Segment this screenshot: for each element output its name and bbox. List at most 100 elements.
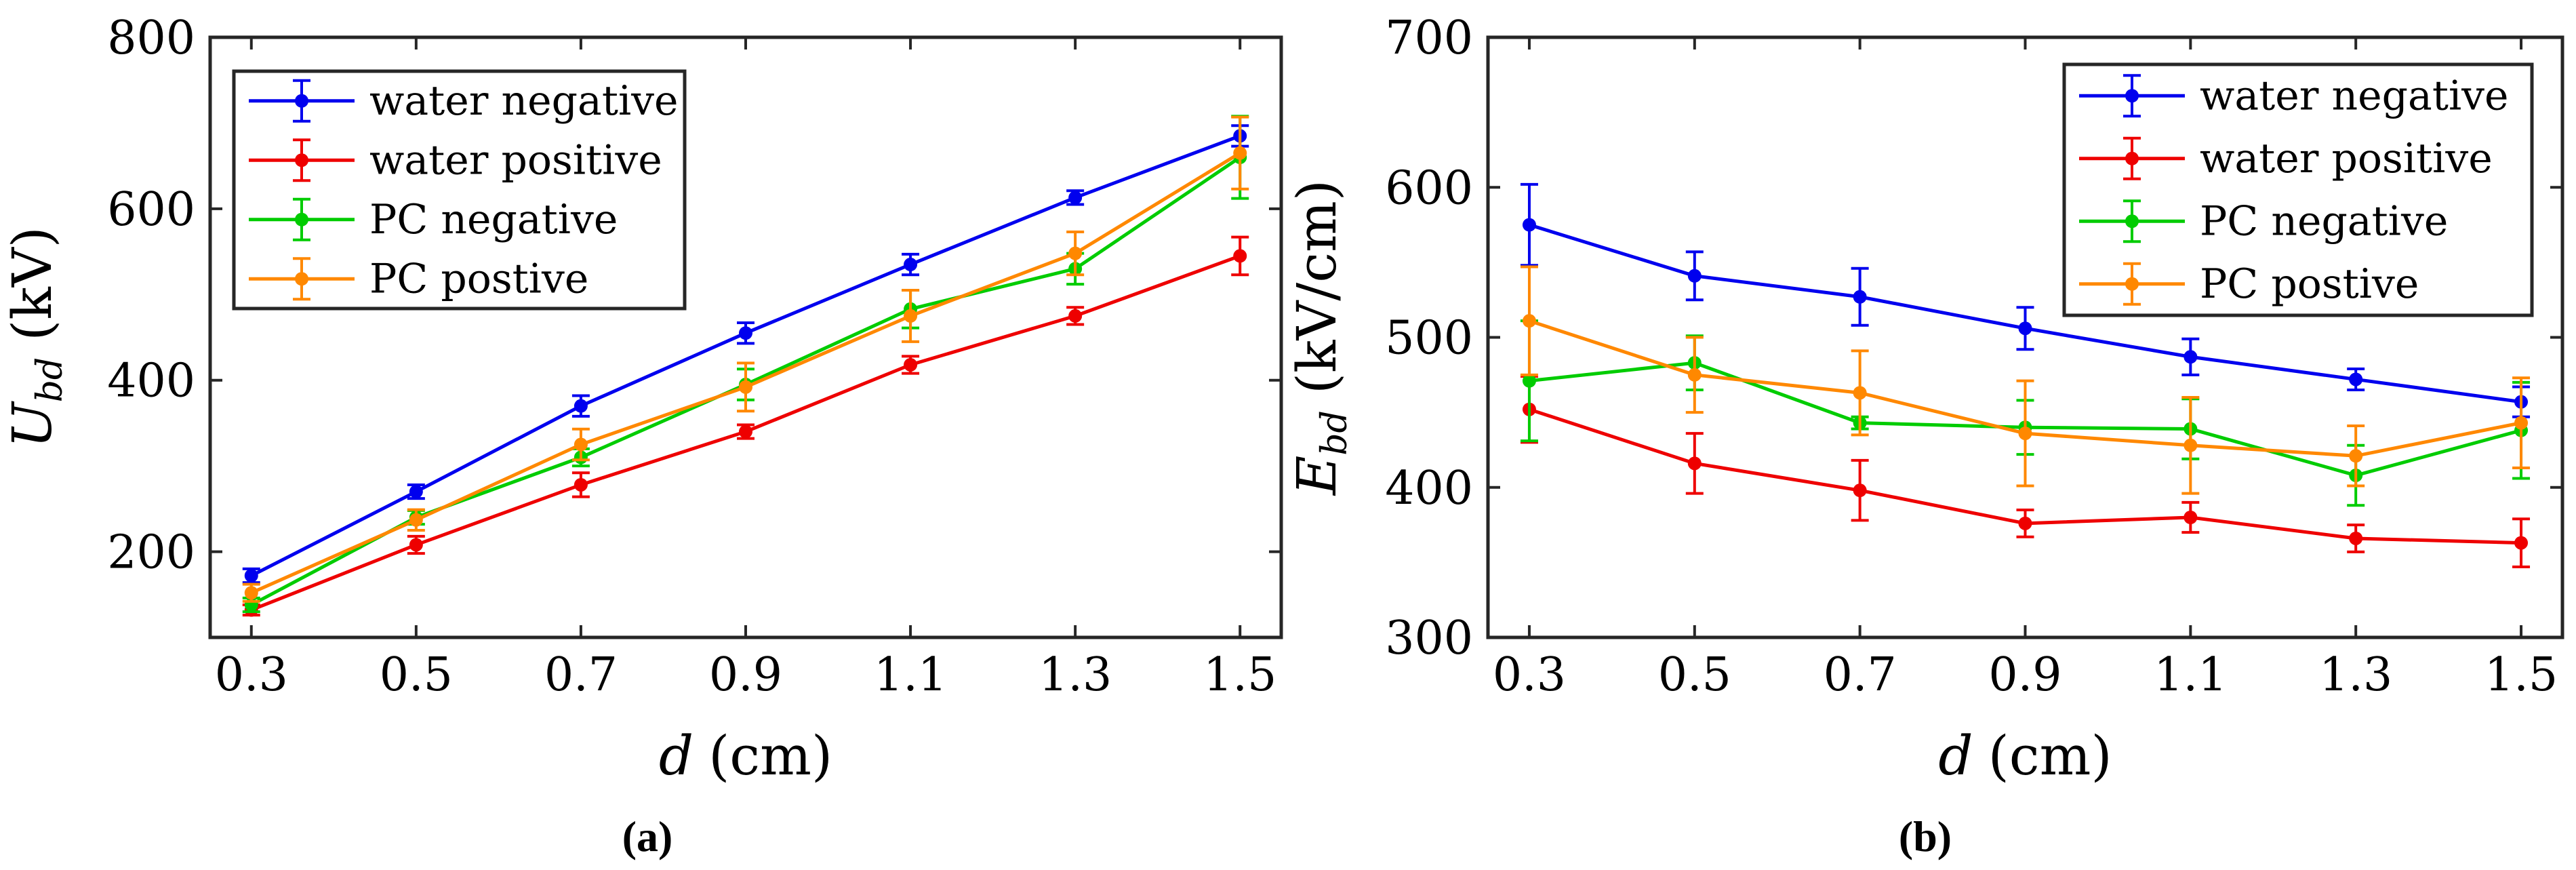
data-point — [1687, 269, 1702, 283]
data-point — [573, 437, 588, 452]
data-point — [1522, 374, 1536, 388]
x-axis-label: d (cm) — [1938, 724, 2112, 787]
x-tick-label: 0.7 — [1824, 648, 1897, 702]
legend-marker — [2125, 89, 2139, 103]
legend: water negative water positive PC negative P… — [232, 69, 687, 311]
legend-marker — [295, 212, 308, 226]
data-point — [2514, 416, 2529, 430]
data-point — [1853, 290, 1867, 304]
legend-item: water negative — [249, 77, 679, 125]
series-water-negative — [242, 124, 1249, 585]
data-point — [2349, 449, 2363, 463]
x-tick-label: 1.3 — [1039, 648, 1112, 702]
y-tick-label: 800 — [107, 12, 195, 65]
legend-label: PC postive — [2200, 260, 2419, 308]
x-axis-label: d (cm) — [659, 724, 832, 787]
data-point — [2018, 321, 2032, 336]
legend-label: water positive — [2200, 135, 2493, 182]
x-tick-label: 1.5 — [1203, 648, 1276, 702]
data-point — [2349, 372, 2363, 387]
legend-label: water negative — [369, 77, 679, 125]
panel-b: 0.3 0.5 0.7 0.9 1.1 1.3 1.5 300 400 500 600 700 d (cm… — [1285, 12, 2564, 861]
data-point — [2349, 531, 2363, 545]
y-tick-label: 300 — [1385, 612, 1473, 665]
y-axis-label: Ubd (kV) — [1, 226, 71, 448]
series-water-positive — [1520, 375, 2531, 569]
legend-marker — [2125, 214, 2139, 229]
x-tick-label: 0.9 — [1988, 648, 2061, 702]
x-tick-label: 1.5 — [2484, 648, 2558, 702]
legend-label: PC negative — [369, 196, 618, 243]
legend-label: water negative — [2200, 72, 2509, 119]
y-axis-label-var: E — [1285, 456, 1348, 496]
legend-box — [232, 69, 687, 311]
y-axis-label-sub: bd — [30, 357, 71, 403]
y-tick-label: 500 — [1385, 312, 1473, 365]
data-point — [2183, 438, 2198, 452]
x-axis-label-var: d — [659, 724, 693, 787]
x-tick-label: 0.9 — [709, 648, 782, 702]
data-point — [2183, 511, 2198, 524]
data-point — [1233, 249, 1247, 263]
x-tick-label: 0.3 — [1493, 648, 1566, 702]
series-water-negative — [1520, 182, 2531, 418]
y-axis-label-sub: bd — [1314, 410, 1355, 456]
legend-marker — [295, 153, 308, 167]
data-point — [739, 326, 752, 340]
series-pc-postive — [242, 115, 1249, 603]
x-axis-label-unit: (cm) — [1988, 724, 2112, 787]
y-tick-label: 600 — [1385, 161, 1473, 215]
panel-label: (a) — [622, 812, 673, 861]
legend-marker — [2125, 151, 2139, 165]
data-point — [904, 357, 918, 372]
data-point — [244, 586, 258, 600]
data-point — [409, 513, 423, 527]
data-point — [1522, 218, 1536, 232]
legend-item: water positive — [249, 136, 662, 184]
data-point — [409, 485, 423, 499]
x-tick-label: 1.1 — [2154, 648, 2227, 702]
data-point — [1068, 246, 1083, 260]
legend-item: PC negative — [249, 196, 618, 243]
x-tick-label: 0.3 — [215, 648, 288, 702]
x-tick-label: 0.7 — [544, 648, 618, 702]
data-point — [1068, 309, 1083, 323]
legend-item: PC negative — [2079, 197, 2448, 245]
legend-item: water negative — [2079, 72, 2509, 119]
panel-label: (b) — [1899, 812, 1952, 861]
data-point — [573, 399, 588, 413]
y-axis-label: Ebd (kV/cm) — [1285, 180, 1355, 496]
data-point — [739, 424, 752, 439]
data-point — [573, 477, 588, 492]
y-axis-label-unit: (kV) — [1, 226, 64, 341]
data-point — [904, 309, 918, 323]
x-tick-label: 1.1 — [874, 648, 947, 702]
data-point — [1687, 456, 1702, 471]
x-tick-label: 0.5 — [1658, 648, 1731, 702]
legend-item: water positive — [2079, 135, 2493, 182]
y-tick-label: 200 — [107, 526, 195, 580]
data-point — [1522, 314, 1536, 328]
x-tick-label: 0.5 — [380, 648, 453, 702]
legend-marker — [2125, 277, 2139, 291]
legend-label: PC postive — [369, 255, 588, 302]
data-point — [2018, 427, 2032, 441]
data-point — [1853, 386, 1867, 400]
legend-marker — [295, 272, 308, 286]
legend: water negative water positive PC negative P… — [2062, 62, 2534, 317]
panel-a: 0.3 0.5 0.7 0.9 1.1 1.3 1.5 200 400 600 800 d (cm) Ub… — [1, 12, 1283, 861]
data-point — [1687, 368, 1702, 382]
y-tick-label: 400 — [107, 355, 195, 408]
data-point — [2183, 350, 2198, 364]
data-point — [2514, 536, 2529, 550]
x-axis-label-var: d — [1938, 724, 1973, 787]
y-tick-label: 600 — [107, 183, 195, 237]
legend-box — [2062, 62, 2534, 317]
legend-item: PC postive — [2079, 260, 2419, 308]
data-point — [739, 380, 752, 394]
series-pc-postive — [1520, 265, 2531, 495]
data-point — [1233, 146, 1247, 160]
legend-marker — [295, 94, 308, 108]
data-point — [1068, 191, 1083, 205]
x-tick-label: 1.3 — [2319, 648, 2392, 702]
